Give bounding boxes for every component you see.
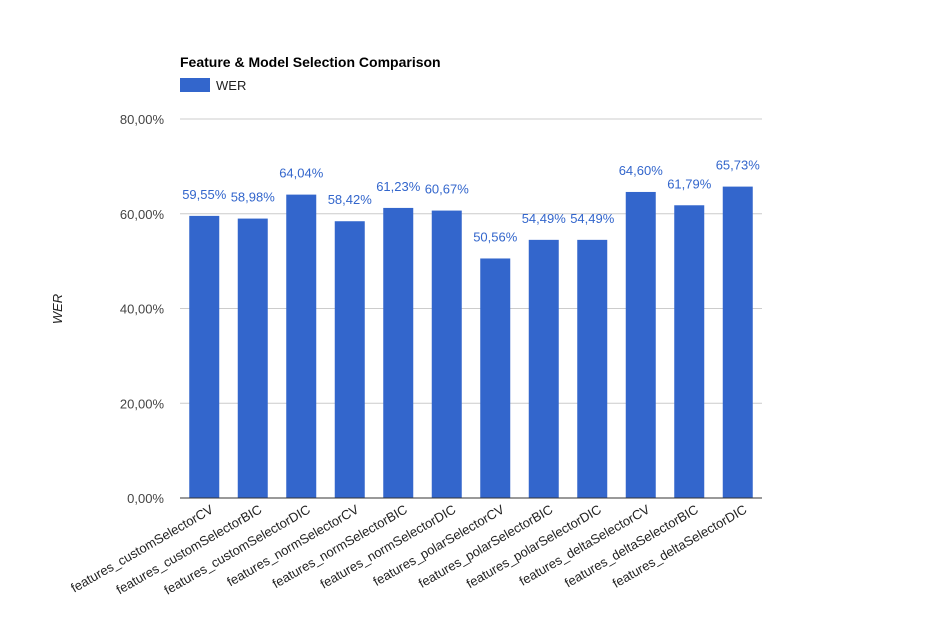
data-label: 64,04%	[279, 166, 324, 181]
data-label: 65,73%	[716, 158, 761, 173]
data-label: 58,98%	[231, 190, 276, 205]
data-label: 61,23%	[376, 179, 421, 194]
data-label: 64,60%	[619, 163, 664, 178]
chart-title: Feature & Model Selection Comparison	[180, 54, 441, 70]
y-tick-label: 0,00%	[127, 491, 164, 506]
legend-swatch-wer	[180, 78, 210, 92]
bar[interactable]	[625, 191, 656, 498]
y-axis-label: WER	[50, 294, 65, 324]
data-label: 50,56%	[473, 229, 518, 244]
gridlines	[180, 118, 762, 404]
bar[interactable]	[286, 194, 317, 498]
legend[interactable]: WER	[180, 78, 246, 93]
bar[interactable]	[189, 215, 220, 498]
data-label: 60,67%	[425, 182, 470, 197]
data-label: 58,42%	[328, 192, 373, 207]
bar[interactable]	[577, 239, 608, 498]
bar[interactable]	[480, 258, 511, 498]
y-tick-label: 80,00%	[120, 112, 165, 127]
bar[interactable]	[237, 218, 268, 498]
x-tick-labels: features_customSelectorCVfeatures_custom…	[68, 501, 749, 597]
data-label: 54,49%	[570, 211, 615, 226]
y-tick-label: 60,00%	[120, 207, 165, 222]
y-tick-labels: 0,00% 20,00% 40,00% 60,00% 80,00%	[120, 112, 165, 506]
bar[interactable]	[334, 221, 365, 499]
data-label: 61,79%	[667, 176, 712, 191]
data-label: 59,55%	[182, 187, 227, 202]
legend-label-wer: WER	[216, 78, 246, 93]
y-tick-label: 40,00%	[120, 302, 165, 317]
bars	[189, 186, 753, 499]
bar[interactable]	[528, 239, 559, 498]
data-labels: 59,55% 58,98%64,04% 58,42%61,23% 60,67% 50,5…	[182, 158, 760, 245]
data-label: 54,49%	[522, 211, 567, 226]
y-tick-label: 20,00%	[120, 396, 165, 411]
bar[interactable]	[674, 205, 705, 498]
bar[interactable]	[431, 210, 462, 499]
bar[interactable]	[383, 207, 414, 498]
bar[interactable]	[722, 186, 753, 498]
